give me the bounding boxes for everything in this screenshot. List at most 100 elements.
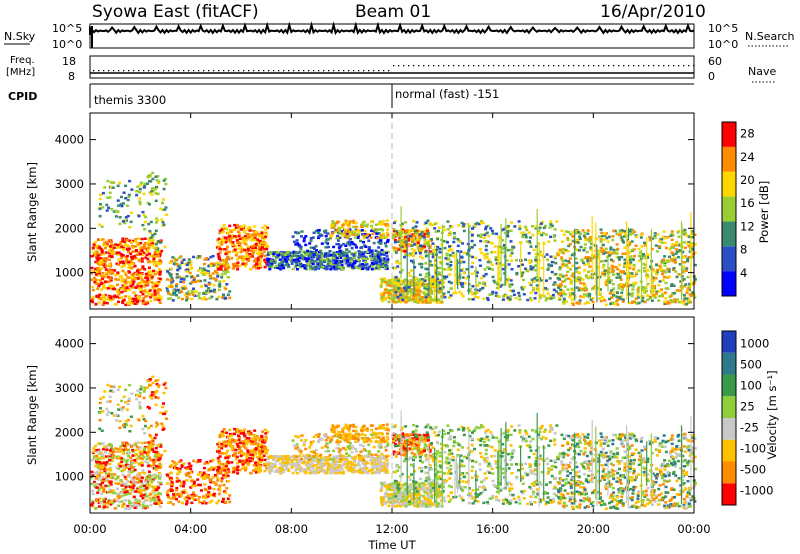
power-cell — [99, 193, 103, 196]
power-cell — [252, 260, 256, 263]
power-cell — [148, 191, 152, 194]
power-cell — [664, 281, 668, 285]
power-cell — [577, 271, 581, 274]
power-cell — [674, 261, 677, 264]
power-cell — [119, 252, 123, 256]
power-cell — [365, 250, 369, 254]
nave-dot — [293, 70, 295, 72]
power-cell — [260, 231, 264, 235]
power-cell — [437, 298, 441, 301]
power-cell — [337, 220, 340, 224]
power-cell — [377, 260, 381, 264]
power-cell — [251, 255, 254, 258]
nave-dot — [633, 65, 635, 67]
velocity-cell — [97, 466, 101, 470]
power-cell — [158, 258, 162, 262]
power-cell — [443, 276, 447, 280]
power-streak — [596, 244, 598, 303]
power-cell — [325, 238, 329, 241]
power-cell — [473, 243, 477, 247]
power-cell — [512, 293, 516, 297]
velocity-cell — [131, 461, 135, 464]
power-cell — [575, 267, 579, 270]
nave-dot — [133, 70, 135, 72]
power-cell — [131, 286, 134, 289]
power-cell — [460, 283, 464, 287]
power-cell — [98, 283, 102, 286]
velocity-cell — [104, 484, 108, 488]
power-cell — [489, 260, 493, 264]
power-cell — [178, 256, 182, 259]
nave-dot — [468, 65, 470, 67]
power-cell — [668, 248, 672, 251]
power-cell — [520, 274, 524, 278]
power-cell — [433, 284, 437, 287]
power-cell — [690, 244, 694, 247]
power-cell — [533, 269, 537, 272]
power-cell — [128, 281, 132, 285]
velocity-cell — [160, 453, 164, 457]
power-cell — [350, 246, 354, 250]
freq-left-bottom: 8 — [68, 70, 75, 83]
power-cell — [571, 231, 575, 234]
power-cell — [149, 236, 153, 239]
power-cell — [638, 251, 642, 254]
velocity-cell — [144, 506, 147, 510]
power-cell — [138, 247, 142, 250]
power-cell — [660, 294, 664, 297]
power-cell — [143, 280, 146, 284]
power-cell — [346, 221, 350, 224]
power-cell — [350, 230, 354, 233]
power-cell — [139, 252, 142, 256]
power-cell — [473, 295, 477, 299]
power-cell — [540, 220, 544, 224]
velocity-cell — [93, 484, 97, 488]
power-cell — [559, 275, 563, 278]
power-cell — [558, 278, 562, 281]
power-cell — [286, 257, 290, 261]
velocity-cell — [124, 493, 128, 496]
power-cell — [375, 258, 379, 261]
power-cell — [148, 174, 152, 177]
power-cell — [646, 282, 650, 286]
power-cell — [553, 239, 557, 242]
power-cell — [117, 292, 121, 296]
power-cell — [578, 299, 582, 302]
power-cell — [430, 238, 433, 241]
power-cell — [143, 228, 147, 231]
power-cell — [609, 258, 613, 261]
power-cell — [335, 259, 339, 263]
velocity-cell — [134, 501, 138, 504]
power-cell — [143, 243, 147, 246]
velocity-cell — [125, 466, 129, 469]
power-cell — [493, 245, 497, 248]
power-cell — [690, 247, 694, 251]
power-cell — [243, 248, 247, 252]
power-cell — [261, 234, 265, 238]
power-cell — [607, 235, 611, 239]
nave-dot — [688, 65, 690, 67]
power-streak — [459, 252, 461, 280]
power-cell — [382, 294, 386, 297]
power-cell — [104, 268, 108, 271]
power-cell — [208, 274, 212, 277]
power-cell — [216, 265, 220, 268]
power-cell — [552, 283, 556, 286]
power-cell — [393, 220, 397, 223]
power-cell — [320, 252, 324, 255]
power-cell — [153, 298, 157, 301]
power-cell — [358, 253, 361, 256]
power-cell — [548, 277, 552, 280]
power-cell — [149, 231, 153, 235]
nave-dot — [548, 65, 550, 67]
power-cell — [418, 255, 422, 258]
power-cell — [98, 223, 102, 226]
power-cell — [144, 215, 148, 219]
velocity-cell — [108, 458, 112, 462]
velocity-cell — [110, 459, 114, 462]
power-cell — [461, 282, 464, 285]
power-cell — [307, 252, 311, 255]
power-cell — [354, 265, 358, 269]
power-cell — [672, 256, 676, 259]
power-cell — [378, 242, 382, 245]
